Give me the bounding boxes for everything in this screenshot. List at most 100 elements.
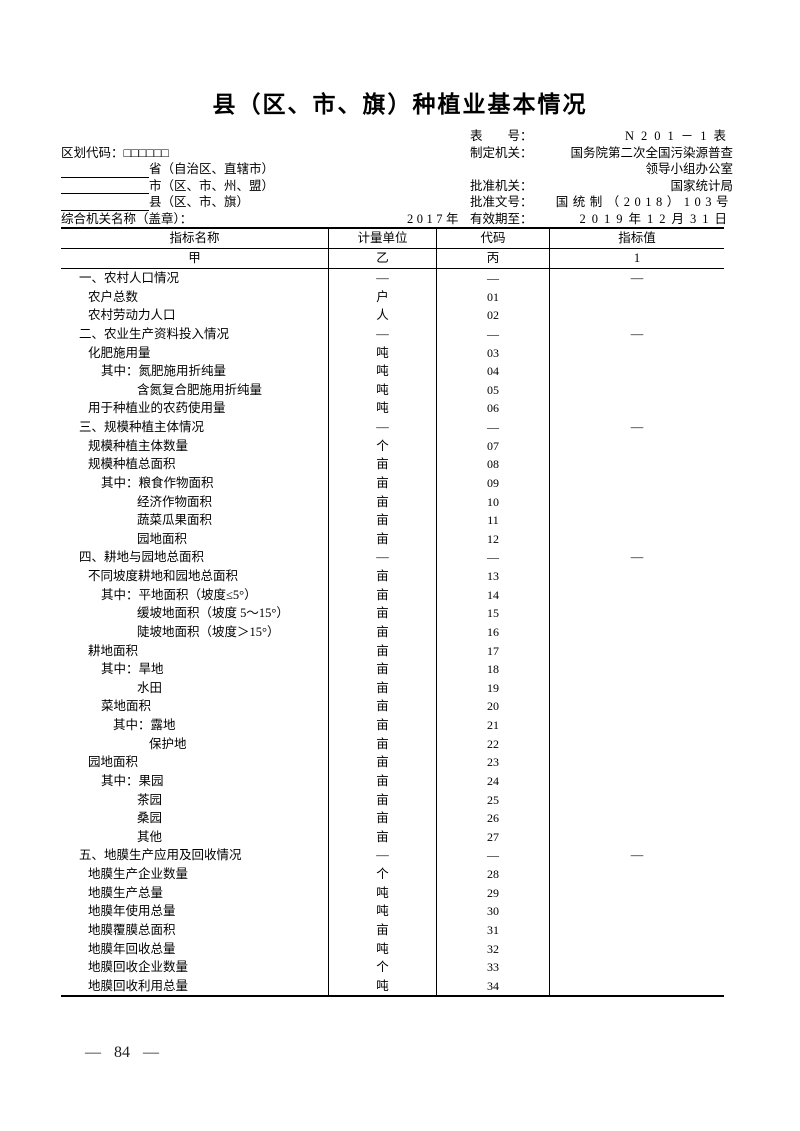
indicator-name-cell: 其他: [61, 827, 329, 847]
code-cell: 27: [437, 827, 550, 847]
page-number-dash-right: —: [143, 1044, 159, 1061]
unit-cell: 亩: [329, 473, 437, 493]
unit-cell: 户: [329, 287, 437, 307]
form-title: 县（区、市、旗）种植业基本情况: [212, 91, 588, 117]
code-cell: 05: [437, 380, 550, 400]
header-line-province: 省（自治区、直辖市） 领导小组办公室: [61, 161, 733, 178]
unit-cell: 吨: [329, 362, 437, 381]
value-cell: [550, 884, 724, 903]
table-row: 桑园亩 26: [61, 809, 724, 828]
unit-cell: 吨: [329, 399, 437, 418]
indicator-name-cell: 其中：露地: [61, 716, 329, 735]
subheader-jia: 甲: [61, 249, 329, 268]
table-row: 地膜回收企业数量个 33: [61, 958, 724, 977]
value-cell: [550, 399, 724, 418]
table-row: 经济作物面积亩 10: [61, 492, 724, 512]
city-blank-field: [61, 181, 149, 194]
unit-cell: 亩: [329, 790, 437, 810]
valid-until-value: 2019年12月31日: [579, 211, 733, 226]
table-subheader-row: 甲 乙 丙 1: [61, 249, 724, 269]
unit-cell: 亩: [329, 734, 437, 754]
table-header-row: 指标名称 计量单位 代码 指标值: [61, 229, 724, 249]
code-cell: 09: [437, 473, 550, 493]
org-seal-label: 综合机关名称（盖章）：: [61, 211, 193, 226]
doc-no-label: 批准文号：: [470, 195, 533, 209]
code-cell: 01: [437, 287, 550, 307]
indicator-name-cell: 四、耕地与园地总面积: [61, 548, 329, 567]
code-cell: 08: [437, 455, 550, 474]
indicator-name-cell: 农户总数: [61, 287, 329, 307]
indicator-name-cell: 一、农村人口情况: [61, 269, 329, 288]
code-cell: 21: [437, 716, 550, 735]
indicator-name-cell: 蔬菜瓜果面积: [61, 511, 329, 530]
table-row: 三、规模种植主体情况 — — —: [61, 418, 724, 437]
valid-until-label: 有效期至：: [470, 211, 533, 226]
table-row: 其中：露地亩 21: [61, 716, 724, 735]
value-cell: [550, 474, 724, 493]
unit-cell: 个: [329, 958, 437, 977]
table-row: 不同坡度耕地和园地总面积亩 13: [61, 567, 724, 586]
indicator-name-cell: 园地面积: [61, 753, 329, 772]
table-row: 茶园亩 25: [61, 790, 724, 810]
code-cell: 15: [437, 604, 550, 623]
unit-cell: 亩: [329, 529, 437, 549]
indicator-name-cell: 二、农业生产资料投入情况: [61, 324, 329, 344]
indicator-name-cell: 陡坡地面积（坡度＞15°）: [61, 622, 329, 642]
value-cell: [550, 902, 724, 921]
value-cell: [550, 362, 724, 381]
unit-cell: 亩: [329, 827, 437, 847]
province-blank-field: [61, 165, 149, 178]
issuer-line2: 领导小组办公室: [645, 162, 733, 176]
code-cell: 18: [437, 660, 550, 679]
value-cell: [550, 306, 724, 325]
indicator-name-cell: 保护地: [61, 734, 329, 754]
value-cell: [550, 642, 724, 661]
code-cell: 26: [437, 809, 550, 828]
indicator-name-cell: 经济作物面积: [61, 492, 329, 512]
value-cell: [550, 455, 724, 474]
value-cell: [550, 735, 724, 754]
code-cell: —: [437, 548, 550, 567]
unit-cell: 亩: [329, 604, 437, 623]
table-row: 陡坡地面积（坡度＞15°）亩 16: [61, 622, 724, 642]
unit-cell: 亩: [329, 511, 437, 530]
value-cell: —: [630, 420, 644, 434]
unit-cell: 亩: [329, 716, 437, 735]
subheader-1: 1: [633, 251, 641, 265]
indicator-name-cell: 规模种植总面积: [61, 455, 329, 474]
value-cell: [550, 753, 724, 772]
page-number-value: 84: [114, 1044, 130, 1061]
unit-cell: 亩: [329, 697, 437, 716]
indicator-name-cell: 化肥施用量: [61, 343, 329, 363]
table-body: 一、农村人口情况 — — — 农户总数户 01 农村劳动力人口人 02 二、农业生产资料投入情况…: [61, 269, 724, 996]
table-row: 其他亩 27: [61, 827, 724, 847]
value-cell: [550, 921, 724, 940]
unit-cell: 亩: [329, 771, 437, 791]
indicator-name-cell: 地膜回收企业数量: [61, 958, 329, 977]
indicator-name-cell: 不同坡度耕地和园地总面积: [61, 567, 329, 586]
table-row: 农村劳动力人口人 02: [61, 306, 724, 325]
unit-cell: 亩: [329, 678, 437, 698]
indicator-name-cell: 水田: [61, 678, 329, 698]
indicator-name-cell: 用于种植业的农药使用量: [61, 399, 329, 418]
table-row: 含氮复合肥施用折纯量吨 05: [61, 380, 724, 400]
page-number: — 84 —: [85, 1044, 159, 1062]
doc-no-value: 国统制（2018）103号: [555, 195, 733, 209]
table-row: 水田亩 19: [61, 678, 724, 698]
table-row: 用于种植业的农药使用量吨 06: [61, 399, 724, 418]
table-row: 园地面积亩 23: [61, 753, 724, 772]
table-row: 菜地面积亩 20: [61, 697, 724, 716]
indicator-name-cell: 地膜回收利用总量: [61, 976, 329, 996]
indicator-name-cell: 其中：粮食作物面积: [61, 473, 329, 493]
indicator-name-cell: 地膜年使用总量: [61, 902, 329, 921]
table-row: 保护地亩 22: [61, 734, 724, 754]
header-left-spacer: [61, 128, 470, 145]
table-row: 规模种植主体数量个 07: [61, 436, 724, 456]
col-header-code: 代码: [437, 229, 550, 248]
code-cell: 30: [437, 902, 550, 921]
value-cell: [550, 791, 724, 810]
code-cell: 04: [437, 362, 550, 381]
table-row: 四、耕地与园地总面积 — — —: [61, 548, 724, 567]
code-cell: 03: [437, 343, 550, 363]
unit-cell: 亩: [329, 567, 437, 586]
